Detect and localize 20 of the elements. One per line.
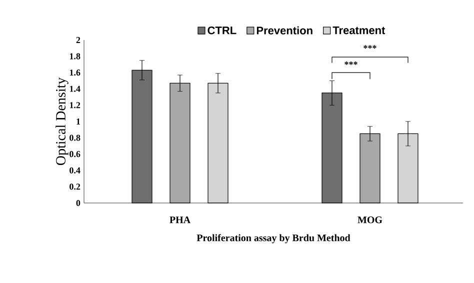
- y-tick-label: 1: [76, 118, 80, 124]
- y-tick-label: 1.4: [70, 86, 80, 92]
- y-tick-label: 0: [76, 200, 80, 206]
- x-tick-label: PHA: [170, 216, 190, 224]
- y-tick-label: 2: [76, 37, 80, 43]
- y-tick-label: 0.6: [70, 151, 80, 158]
- y-tick-label: 1.6: [70, 70, 80, 76]
- legend-label: Prevention: [256, 26, 312, 34]
- x-axis-title: Proliferation assay by Brdu Method: [196, 234, 350, 244]
- y-axis-title: Optical Density: [56, 77, 68, 166]
- x-tick-label: MOG: [358, 216, 382, 224]
- y-tick-label: 0.4: [70, 167, 80, 174]
- legend-label: Treatment: [332, 26, 386, 34]
- annotation: ***: [364, 45, 376, 49]
- y-tick-label: 0.2: [70, 184, 80, 190]
- legend-label: CTRL: [208, 26, 236, 34]
- y-tick-label: 1.2: [70, 102, 80, 108]
- y-tick-label: 0.8: [70, 134, 80, 141]
- annotation: ***: [344, 61, 358, 65]
- y-tick-label: 1.8: [70, 53, 80, 60]
